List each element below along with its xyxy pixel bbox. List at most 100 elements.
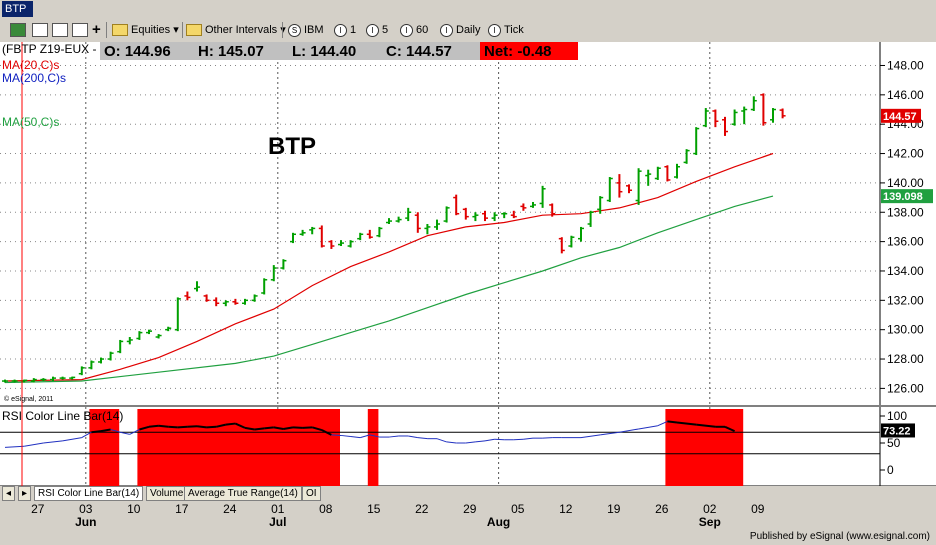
edit-icon[interactable] bbox=[72, 22, 88, 38]
rsi-line-segment bbox=[24, 442, 44, 447]
price-bar bbox=[146, 329, 152, 335]
ma200-legend: MA(200,C)s bbox=[2, 71, 66, 85]
rsi-line-segment bbox=[91, 430, 102, 434]
rsi-line-segment bbox=[542, 437, 553, 439]
chart-area[interactable]: 148.00146.00144.00142.00140.00138.00136.… bbox=[0, 42, 936, 545]
date-tick-label: 05 bbox=[511, 502, 525, 516]
chart-icon[interactable] bbox=[10, 22, 26, 38]
price-bar bbox=[664, 165, 671, 182]
price-bar bbox=[414, 212, 421, 233]
window-title[interactable]: BTP bbox=[2, 1, 33, 17]
rsi-line-segment bbox=[494, 438, 505, 441]
date-tick-label: 02 bbox=[703, 502, 717, 516]
scroll-next-icon[interactable]: ▸ bbox=[18, 486, 32, 501]
rsi-line-segment bbox=[657, 420, 668, 427]
price-bar bbox=[510, 210, 517, 219]
price-tick-label: 146.00 bbox=[887, 88, 924, 102]
price-bar bbox=[635, 168, 642, 205]
tab-volume[interactable]: Volume bbox=[146, 486, 188, 501]
tab-oi[interactable]: OI bbox=[302, 486, 321, 501]
price-bar bbox=[722, 116, 728, 136]
price-bar bbox=[770, 108, 776, 123]
price-bar bbox=[405, 207, 412, 222]
interval-daily-button[interactable]: I Daily bbox=[440, 22, 480, 38]
month-label: Aug bbox=[487, 515, 510, 529]
price-bar bbox=[558, 237, 565, 254]
last-price-label: 144.57 bbox=[883, 111, 917, 123]
price-bar bbox=[693, 127, 700, 156]
price-bar bbox=[270, 265, 277, 282]
rsi-line-segment bbox=[676, 421, 697, 426]
price-bar bbox=[107, 351, 114, 361]
ma50-line bbox=[4, 195, 774, 384]
date-tick-label: 26 bbox=[655, 502, 669, 516]
chart-title: BTP bbox=[268, 133, 316, 160]
interval-daily-label: Daily bbox=[456, 24, 481, 36]
rsi-line-segment bbox=[321, 429, 332, 436]
interval-60-button[interactable]: I 60 bbox=[400, 22, 428, 38]
open-value: O: 144.96 bbox=[104, 43, 171, 60]
price-bar bbox=[184, 291, 191, 301]
price-bar bbox=[453, 194, 460, 216]
price-bar bbox=[299, 229, 306, 236]
rsi-line-segment bbox=[724, 425, 736, 433]
equities-label: Equities bbox=[131, 24, 171, 36]
add-icon[interactable]: + bbox=[92, 21, 101, 38]
equities-button[interactable]: Equities ▾ bbox=[112, 22, 179, 38]
grid-icon[interactable] bbox=[32, 22, 48, 38]
interval-tick-button[interactable]: I Tick bbox=[488, 22, 524, 38]
tab-rsi[interactable]: RSI Color Line Bar(14) bbox=[34, 486, 144, 501]
rsi-zone bbox=[665, 409, 744, 486]
page-icon[interactable] bbox=[52, 22, 68, 38]
price-bar bbox=[760, 93, 767, 126]
price-bar bbox=[318, 225, 325, 248]
rsi-line-segment bbox=[446, 441, 457, 444]
circle-i-icon: I bbox=[400, 23, 413, 37]
price-tick-label: 148.00 bbox=[887, 58, 924, 72]
circle-i-icon: I bbox=[488, 23, 501, 37]
tab-atr[interactable]: Average True Range(14) bbox=[184, 486, 302, 501]
date-tick-label: 03 bbox=[79, 502, 93, 516]
price-bar bbox=[222, 300, 229, 307]
price-bar bbox=[472, 212, 479, 222]
price-bar bbox=[750, 96, 757, 111]
rsi-line-segment bbox=[388, 435, 399, 438]
ma50-value-label: 139.098 bbox=[883, 191, 923, 203]
circle-s-icon: S bbox=[288, 23, 301, 37]
price-bar bbox=[731, 109, 738, 126]
price-bar bbox=[501, 212, 508, 219]
price-tick-label: 132.00 bbox=[887, 293, 924, 307]
price-bar bbox=[626, 184, 632, 194]
date-tick-label: 09 bbox=[751, 502, 765, 516]
price-bar bbox=[98, 357, 104, 364]
price-bar bbox=[309, 226, 316, 235]
rsi-line-segment bbox=[254, 427, 265, 431]
other-intervals-label: Other Intervals bbox=[205, 24, 278, 36]
price-bar bbox=[11, 379, 18, 383]
price-bar bbox=[606, 177, 613, 202]
rsi-value-label: 73.22 bbox=[883, 425, 911, 437]
price-tick-label: 136.00 bbox=[887, 235, 924, 249]
price-bar bbox=[78, 366, 85, 376]
circle-i-icon: I bbox=[334, 23, 347, 37]
indicator-tabs: ◂ ▸ RSI Color Line Bar(14) Volume Averag… bbox=[0, 486, 936, 501]
high-value: H: 145.07 bbox=[198, 43, 264, 60]
price-tick-label: 126.00 bbox=[887, 381, 924, 395]
rsi-line-segment bbox=[360, 434, 370, 439]
rsi-line-segment bbox=[158, 424, 169, 428]
price-bar bbox=[126, 337, 133, 345]
price-bar bbox=[69, 376, 76, 380]
copyright-label: © eSignal, 2011 bbox=[4, 395, 54, 403]
rsi-line-segment bbox=[234, 422, 246, 429]
ohlc-header: (FBTP Z19-EUX - O: 144.96 H: 145.07 L: 1… bbox=[2, 42, 578, 60]
price-bar bbox=[482, 210, 488, 222]
symbol-ibm-button[interactable]: S IBM bbox=[288, 22, 324, 38]
other-intervals-button[interactable]: Other Intervals ▾ bbox=[186, 22, 286, 38]
price-bar bbox=[242, 298, 248, 305]
price-tick-label: 128.00 bbox=[887, 352, 924, 366]
date-tick-label: 12 bbox=[559, 502, 573, 516]
rsi-line-segment bbox=[436, 438, 447, 443]
scroll-first-icon[interactable]: ◂ bbox=[2, 486, 16, 501]
